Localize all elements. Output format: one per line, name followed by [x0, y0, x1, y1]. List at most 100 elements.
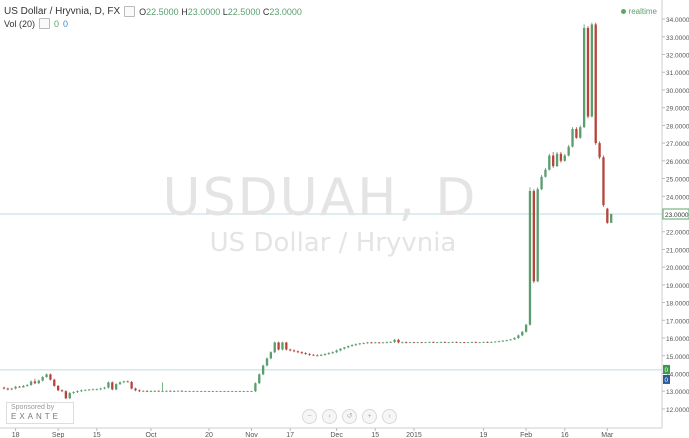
candle-body: [478, 342, 481, 344]
y-tick-label: 15.0000: [666, 354, 689, 361]
reset-view-button[interactable]: ↺: [342, 409, 357, 424]
candle-body: [126, 381, 129, 383]
candle-body: [188, 391, 191, 392]
y-tick-label: 25.0000: [666, 177, 689, 184]
candle-body: [428, 341, 431, 343]
candle-body: [385, 342, 389, 344]
last-price-label: 23.0000: [665, 212, 689, 219]
candle-body: [138, 390, 141, 392]
candle-body: [87, 389, 91, 391]
candle-body: [606, 208, 609, 223]
candle-body: [347, 346, 350, 348]
last-price-tag: [662, 208, 689, 220]
y-tick-label: 30.0000: [666, 88, 689, 95]
candle-body: [393, 339, 396, 342]
y-tick-label: 33.0000: [666, 35, 689, 42]
candle-body: [459, 342, 462, 344]
scroll-left-button[interactable]: ‹: [322, 409, 337, 424]
x-tick-label: 17: [286, 432, 294, 438]
y-tick-label: 31.0000: [666, 70, 689, 77]
y-tick-label: 26.0000: [666, 159, 689, 166]
candle-body: [377, 342, 381, 344]
candle-body: [192, 391, 195, 392]
candle-body: [33, 381, 37, 384]
candle-body: [76, 391, 79, 393]
x-tick-label: Dec: [330, 432, 343, 438]
candle-body: [323, 353, 327, 355]
candle-body: [455, 341, 458, 343]
y-tick-label: 12.0000: [666, 407, 689, 414]
candle-body: [374, 342, 377, 344]
candle-body: [281, 342, 284, 350]
candle-body: [246, 391, 249, 392]
candle-body: [200, 391, 203, 392]
candle-body: [513, 338, 516, 340]
x-tick-label: Feb: [520, 432, 532, 438]
candle-body: [2, 387, 6, 389]
x-tick-label: 15: [371, 432, 379, 438]
close-value: 23.0000: [269, 6, 302, 17]
candle-body: [451, 341, 454, 343]
candle-body: [6, 388, 10, 390]
candle-body: [254, 383, 257, 392]
candle-body: [49, 374, 52, 380]
candle-body: [196, 391, 199, 392]
x-tick-label: Nov: [245, 432, 258, 438]
candle-body: [544, 169, 547, 177]
x-tick-label: 19: [480, 432, 488, 438]
volume-settings-icon[interactable]: [39, 18, 51, 29]
candle-body: [405, 342, 408, 344]
y-tick-label: 24.0000: [666, 194, 689, 201]
zoom-in-button[interactable]: +: [362, 409, 377, 424]
candle-body: [505, 340, 508, 341]
candle-body: [590, 24, 594, 117]
realtime-status: realtime: [620, 7, 657, 16]
chart-legend: US Dollar / Hryvnia, D, FX O22.5000 H23.…: [4, 6, 302, 17]
candle-body: [381, 342, 385, 344]
candle-body: [490, 341, 493, 343]
candle-body: [10, 388, 13, 390]
scroll-right-button[interactable]: ›: [382, 409, 397, 424]
x-tick-label: 16: [561, 432, 569, 438]
candle-body: [362, 342, 365, 344]
y-tick-label: 28.0000: [666, 123, 689, 130]
candle-body: [528, 190, 532, 325]
candle-body: [169, 390, 172, 392]
zoom-out-button[interactable]: −: [302, 409, 317, 424]
candle-body: [41, 377, 44, 381]
watermark-name: US Dollar / Hryvnia: [209, 228, 457, 258]
candle-body: [153, 390, 156, 392]
volume-tag-1: [663, 374, 670, 384]
candle-body: [231, 391, 234, 392]
candle-body: [443, 341, 447, 343]
symbol-title[interactable]: US Dollar / Hryvnia, D, FX: [4, 6, 121, 17]
candle-body: [184, 391, 187, 392]
legend-settings-icon[interactable]: [124, 6, 136, 17]
y-tick-label: 16.0000: [666, 336, 689, 343]
volume-tag-label-1: 0: [665, 377, 669, 384]
status-label: realtime: [628, 7, 657, 16]
candle-body: [435, 342, 439, 344]
y-tick-label: 21.0000: [666, 247, 689, 254]
candle-body: [401, 342, 404, 344]
candle-body: [389, 341, 392, 343]
volume-label[interactable]: Vol (20): [4, 18, 36, 29]
candle-body: [463, 342, 466, 344]
candle-body: [99, 388, 102, 390]
candle-body: [26, 384, 29, 386]
x-tick-label: 15: [93, 432, 101, 438]
candle-body: [18, 386, 21, 388]
sponsor-box[interactable]: Sponsored by EXANTE: [6, 402, 74, 424]
candle-body: [339, 348, 342, 351]
candle-body: [335, 350, 338, 353]
candle-body: [521, 331, 524, 336]
candle-body: [72, 392, 75, 393]
candle-body: [149, 391, 153, 392]
candle-body: [416, 342, 419, 344]
candle-body: [466, 342, 470, 344]
candle-body: [579, 127, 582, 138]
candle-body: [548, 155, 551, 170]
candle-body: [203, 391, 207, 392]
candle-body: [559, 153, 563, 161]
